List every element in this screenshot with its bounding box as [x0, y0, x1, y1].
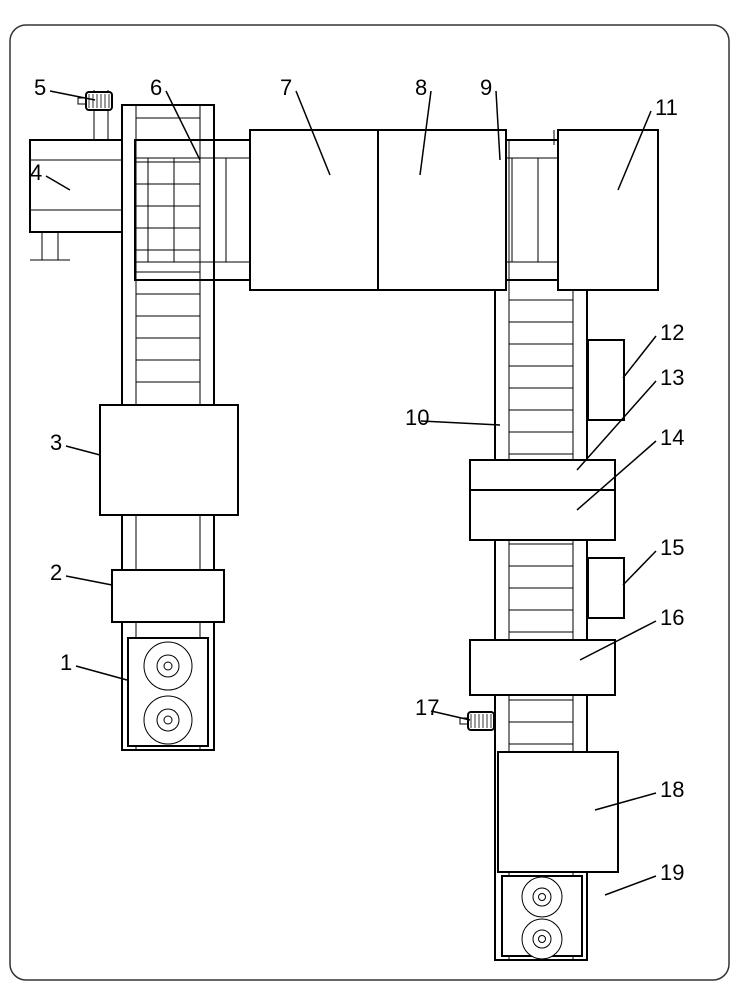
block-16	[470, 640, 615, 695]
drawing-body	[30, 90, 658, 960]
leader-3	[66, 446, 100, 455]
label-4: 4	[30, 160, 42, 185]
leader-15	[623, 551, 656, 585]
block-14	[470, 490, 615, 540]
label-2: 2	[50, 560, 62, 585]
pulley-right-1	[539, 936, 546, 943]
label-6: 6	[150, 75, 162, 100]
pulley-left-1	[164, 716, 172, 724]
leader-19	[605, 876, 656, 895]
leader-12	[623, 336, 656, 378]
label-14: 14	[660, 425, 684, 450]
label-1: 1	[60, 650, 72, 675]
label-12: 12	[660, 320, 684, 345]
label-16: 16	[660, 605, 684, 630]
block-2	[112, 570, 224, 622]
motor-5	[78, 92, 112, 110]
label-9: 9	[480, 75, 492, 100]
pulley-left-0	[164, 662, 172, 670]
block-13	[470, 460, 615, 490]
block-12	[588, 340, 624, 420]
block-11	[558, 130, 658, 290]
leader-1	[76, 666, 127, 680]
motor-17	[460, 712, 494, 730]
label-19: 19	[660, 860, 684, 885]
leader-10	[421, 421, 500, 425]
leader-6	[166, 91, 200, 160]
label-17: 17	[415, 695, 439, 720]
frame-outer	[30, 140, 122, 232]
label-5: 5	[34, 75, 46, 100]
block-3	[100, 405, 238, 515]
label-18: 18	[660, 777, 684, 802]
block-18	[498, 752, 618, 872]
leader-2	[66, 576, 112, 585]
label-8: 8	[415, 75, 427, 100]
label-13: 13	[660, 365, 684, 390]
label-15: 15	[660, 535, 684, 560]
block-7	[250, 130, 378, 290]
pulley-right-0	[539, 894, 546, 901]
label-7: 7	[280, 75, 292, 100]
label-3: 3	[50, 430, 62, 455]
block-8	[378, 130, 506, 290]
block-15	[588, 558, 624, 618]
leader-4	[46, 176, 70, 190]
label-11: 11	[655, 95, 678, 120]
label-10: 10	[405, 405, 429, 430]
